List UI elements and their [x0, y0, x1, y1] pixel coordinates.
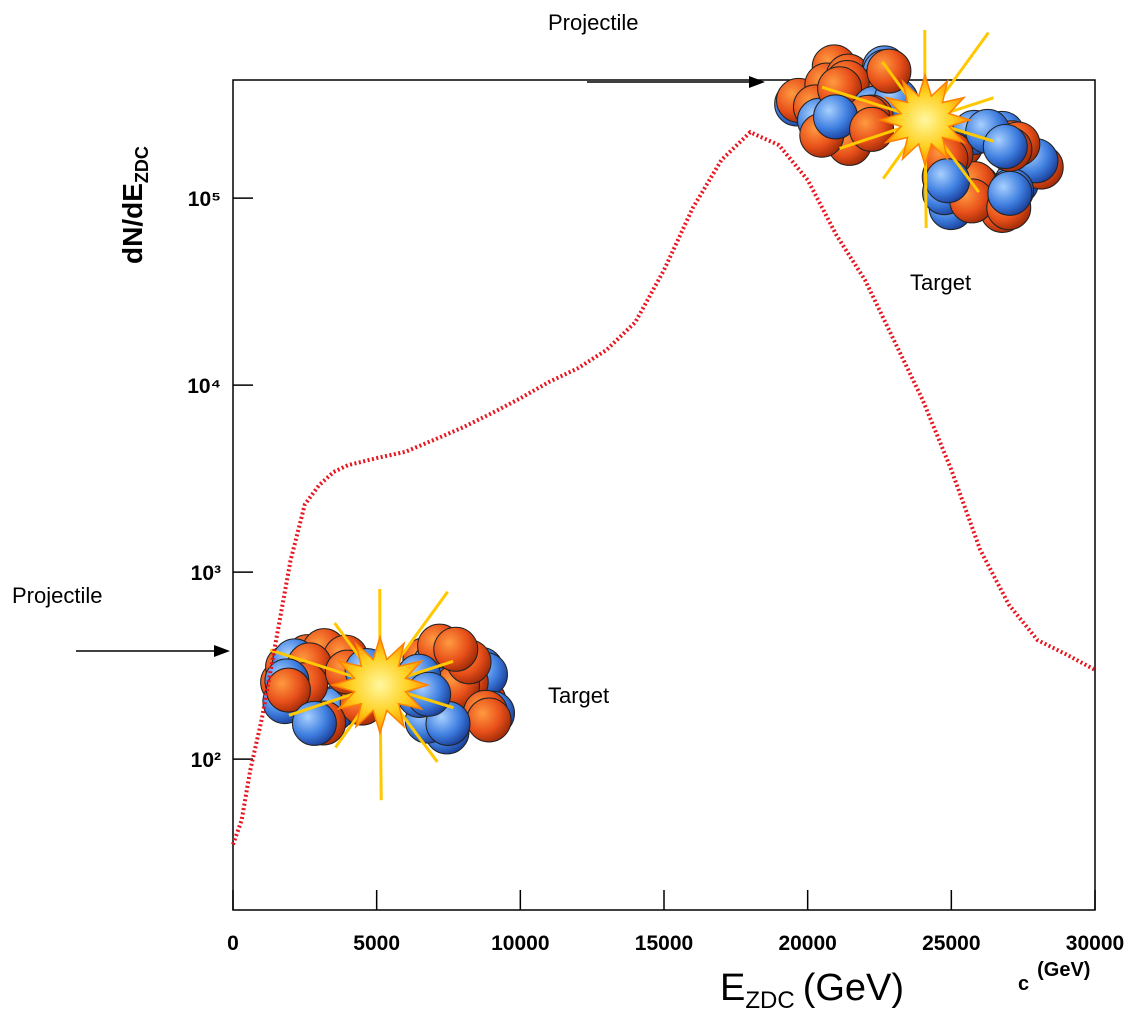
x-tick-label: 15000 — [635, 932, 693, 955]
y-tick-label: 10⁵ — [188, 188, 221, 211]
x-tick-label: 10000 — [491, 932, 549, 955]
nucleon — [850, 107, 894, 151]
annotation: Projectile — [548, 10, 638, 35]
stray-label: c(GeV) — [1018, 959, 1090, 995]
x-tick-label: 25000 — [922, 932, 980, 955]
nucleon — [467, 698, 511, 742]
annotation: Target — [910, 270, 971, 295]
data-line — [233, 132, 1095, 844]
nucleon — [988, 171, 1032, 215]
y-axis-label: dN/dEZDC — [117, 146, 152, 264]
x-tick-label: 30000 — [1066, 932, 1124, 955]
x-tick-label: 0 — [227, 932, 239, 955]
x-tick-label: 5000 — [353, 932, 400, 955]
arrow-head — [214, 645, 230, 657]
y-tick-label: 10² — [191, 749, 221, 772]
x-tick-label: 20000 — [778, 932, 836, 955]
annotation: Projectile — [12, 583, 102, 608]
arrow-head — [749, 76, 765, 88]
annotation: Target — [548, 683, 609, 708]
nucleon — [926, 159, 970, 203]
y-tick-label: 10⁴ — [187, 375, 221, 398]
nucleon — [983, 125, 1027, 169]
x-axis-label: EZDC(GeV) — [720, 967, 904, 1014]
y-tick-label: 10³ — [191, 562, 221, 585]
